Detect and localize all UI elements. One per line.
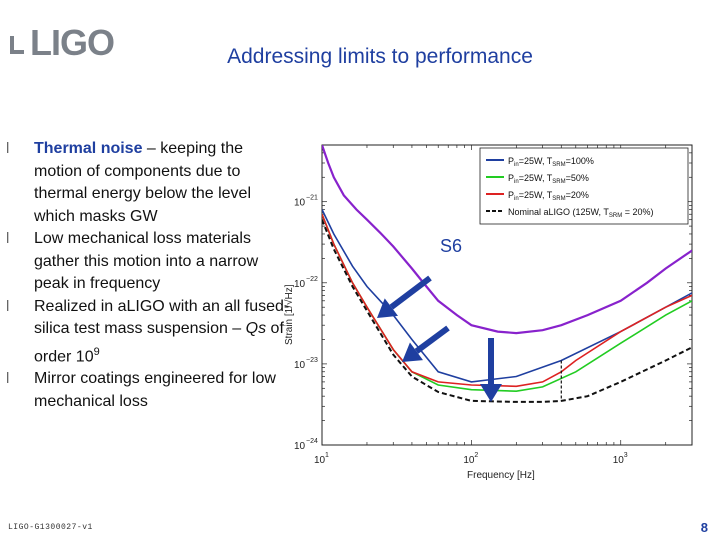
slide-title: Addressing limits to performance <box>227 45 533 68</box>
ligo-logo-mark-icon <box>10 36 24 54</box>
noise-plot: 10 1 10 2 10 3 10 −21 10 −22 10 −23 10 −24 Frequency [… <box>282 140 702 481</box>
legend-entry: Pin=25W, TSRM=50% <box>508 173 589 185</box>
bullet-italic: Qs <box>245 320 267 337</box>
y-tick-exponent: −22 <box>306 276 318 283</box>
bullet-item: l Realized in aLIGO with an all fused-si… <box>0 296 290 369</box>
y-tick-label: 10 <box>294 360 306 371</box>
x-tick-label: 10 <box>613 455 625 466</box>
arrow-down-icon-head <box>480 384 502 402</box>
page-number: 8 <box>700 520 708 535</box>
y-tick-label: 10 <box>294 279 306 290</box>
bullet-text: Mirror coatings engineered for low mecha… <box>34 370 276 410</box>
x-tick-exponent: 1 <box>325 452 329 459</box>
bullet-item: l Low mechanical loss materials gather t… <box>0 228 290 296</box>
y-tick-exponent: −24 <box>306 438 318 445</box>
legend-entry: Pin=25W, TSRM=20% <box>508 190 589 202</box>
logo-text: LIGO <box>30 22 115 63</box>
annotation-s6: S6 <box>440 236 462 256</box>
legend-entry: Pin=25W, TSRM=100% <box>508 156 594 168</box>
bullet-highlight: Thermal noise <box>34 140 143 157</box>
bullet-list: l Thermal noise – keeping the motion of … <box>0 138 290 413</box>
bullet-item: l Thermal noise – keeping the motion of … <box>0 138 290 228</box>
series-line-2 <box>322 214 692 388</box>
bullet-text: Realized in aLIGO with an all fused-sili… <box>34 297 290 338</box>
x-tick-label: 10 <box>314 455 326 466</box>
arrow-middle-icon-head <box>402 342 424 362</box>
x-axis-label: Frequency [Hz] <box>467 470 535 480</box>
y-tick-exponent: −23 <box>306 357 318 364</box>
x-tick-exponent: 3 <box>624 452 628 459</box>
bullet-marker-icon: l <box>6 230 10 247</box>
legend-box <box>479 147 689 225</box>
arrow-middle-icon-shaft <box>414 325 450 354</box>
bullet-marker-icon: l <box>6 297 10 315</box>
bullet-superscript: 9 <box>93 345 100 358</box>
series-line-4 <box>322 145 692 335</box>
y-axis-label: Strain [1/√Hz] <box>283 284 295 345</box>
series-group <box>322 145 692 403</box>
series-line-3 <box>322 219 692 403</box>
legend-entry: Nominal aLIGO (125W, TSRM = 20%) <box>508 207 654 219</box>
y-tick-label: 10 <box>294 441 306 452</box>
bullet-marker-icon: l <box>6 140 10 157</box>
arrow-left-icon-shaft <box>389 275 432 310</box>
bullet-text: Low mechanical loss materials gather thi… <box>34 230 259 292</box>
x-tick-label: 10 <box>463 455 475 466</box>
y-tick-exponent: −21 <box>306 195 318 202</box>
bullet-item: l Mirror coatings engineered for low mec… <box>0 368 290 413</box>
doc-id: LIGO-G1300027-v1 <box>8 523 93 532</box>
bullet-text: – keeping the motion of components due t… <box>34 140 252 225</box>
bullet-marker-icon: l <box>6 370 10 388</box>
x-tick-exponent: 2 <box>474 452 478 459</box>
y-tick-label: 10 <box>294 198 306 209</box>
ligo-logo: LIGO <box>30 22 115 64</box>
bullet-text: of order 10 <box>34 320 284 365</box>
arrow-left-icon-head <box>377 298 398 318</box>
